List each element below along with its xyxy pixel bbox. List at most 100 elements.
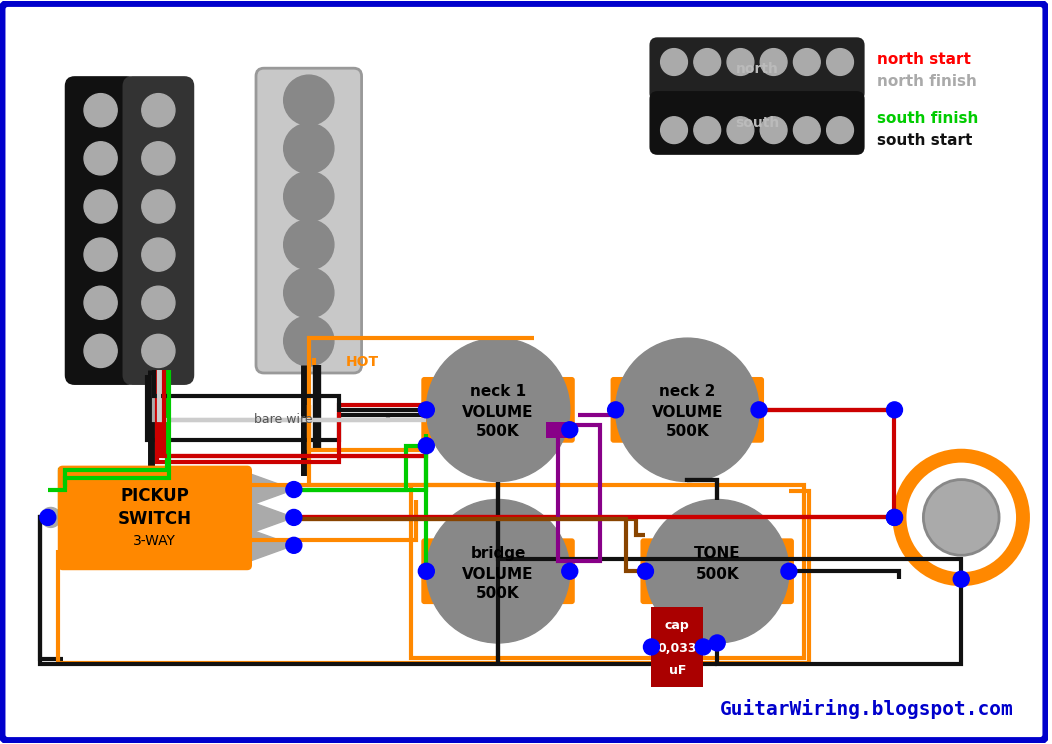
Circle shape: [751, 402, 767, 418]
Circle shape: [727, 117, 754, 144]
Text: 3-WAY: 3-WAY: [133, 534, 176, 548]
Text: 500K: 500K: [477, 586, 520, 600]
Circle shape: [887, 402, 903, 418]
Polygon shape: [244, 499, 294, 536]
Text: south finish: south finish: [876, 112, 978, 126]
FancyBboxPatch shape: [610, 377, 646, 443]
Text: PICKUP: PICKUP: [120, 487, 188, 504]
FancyBboxPatch shape: [2, 4, 1046, 740]
FancyBboxPatch shape: [421, 377, 458, 443]
FancyBboxPatch shape: [546, 422, 570, 437]
Circle shape: [84, 94, 117, 126]
FancyBboxPatch shape: [649, 91, 865, 155]
Text: 0,033: 0,033: [658, 642, 697, 655]
Circle shape: [84, 334, 117, 368]
Circle shape: [661, 117, 687, 144]
FancyBboxPatch shape: [421, 539, 458, 604]
Circle shape: [284, 75, 333, 125]
Circle shape: [84, 142, 117, 175]
Circle shape: [887, 510, 903, 525]
Text: cap: cap: [665, 618, 690, 632]
Text: GuitarWiring.blogspot.com: GuitarWiring.blogspot.com: [720, 699, 1013, 719]
Circle shape: [142, 190, 175, 223]
Circle shape: [793, 117, 821, 144]
Circle shape: [84, 238, 117, 272]
Circle shape: [142, 334, 175, 368]
Text: 500K: 500K: [695, 567, 739, 582]
Text: neck 2: neck 2: [660, 385, 715, 400]
Circle shape: [426, 499, 570, 643]
FancyBboxPatch shape: [539, 377, 574, 443]
Circle shape: [84, 190, 117, 223]
FancyBboxPatch shape: [539, 539, 574, 604]
Polygon shape: [244, 472, 294, 507]
Text: south: south: [735, 116, 780, 130]
Circle shape: [694, 48, 721, 75]
FancyBboxPatch shape: [256, 68, 362, 373]
Circle shape: [284, 171, 333, 222]
Text: 500K: 500K: [477, 424, 520, 439]
Circle shape: [142, 238, 175, 272]
Polygon shape: [244, 527, 294, 563]
Circle shape: [419, 563, 434, 579]
Circle shape: [608, 402, 624, 418]
Circle shape: [142, 142, 175, 175]
Circle shape: [286, 481, 302, 498]
FancyBboxPatch shape: [641, 539, 676, 604]
Circle shape: [40, 510, 56, 525]
Circle shape: [41, 507, 61, 527]
Text: TONE: TONE: [694, 546, 741, 561]
Circle shape: [286, 510, 302, 525]
Text: north start: north start: [876, 52, 970, 67]
Circle shape: [286, 537, 302, 554]
Circle shape: [661, 48, 687, 75]
Circle shape: [695, 639, 711, 655]
Circle shape: [827, 117, 853, 144]
FancyBboxPatch shape: [122, 76, 195, 385]
Text: VOLUME: VOLUME: [462, 405, 533, 420]
Circle shape: [142, 94, 175, 126]
Text: HOT: HOT: [346, 355, 379, 369]
Circle shape: [761, 48, 787, 75]
Circle shape: [426, 338, 570, 481]
Circle shape: [709, 635, 725, 651]
FancyBboxPatch shape: [649, 37, 865, 101]
Circle shape: [284, 219, 333, 270]
Circle shape: [142, 286, 175, 319]
Circle shape: [924, 480, 999, 555]
Circle shape: [284, 316, 333, 366]
Circle shape: [761, 117, 787, 144]
Circle shape: [284, 124, 333, 173]
Text: bare wire: bare wire: [254, 414, 312, 426]
Text: SWITCH: SWITCH: [118, 510, 191, 528]
Circle shape: [646, 499, 789, 643]
Circle shape: [644, 639, 660, 655]
Circle shape: [827, 48, 853, 75]
Circle shape: [562, 563, 578, 579]
FancyBboxPatch shape: [58, 466, 252, 570]
Circle shape: [793, 48, 821, 75]
Text: 500K: 500K: [666, 424, 709, 439]
Circle shape: [84, 286, 117, 319]
FancyBboxPatch shape: [65, 76, 137, 385]
Circle shape: [419, 402, 434, 418]
Circle shape: [781, 563, 796, 579]
Text: north: north: [735, 62, 778, 76]
Circle shape: [615, 338, 760, 481]
Circle shape: [419, 437, 434, 454]
Text: uF: uF: [669, 664, 686, 677]
Text: north finish: north finish: [876, 74, 976, 89]
Circle shape: [727, 48, 754, 75]
Circle shape: [953, 571, 969, 587]
Text: south start: south start: [876, 133, 972, 148]
Circle shape: [638, 563, 653, 579]
Text: neck 1: neck 1: [470, 385, 526, 400]
Text: bridge: bridge: [470, 546, 526, 561]
FancyBboxPatch shape: [728, 377, 764, 443]
Text: VOLUME: VOLUME: [462, 567, 533, 582]
FancyBboxPatch shape: [758, 539, 794, 604]
Circle shape: [694, 117, 721, 144]
FancyBboxPatch shape: [651, 607, 703, 687]
Circle shape: [562, 422, 578, 437]
Circle shape: [887, 510, 903, 525]
